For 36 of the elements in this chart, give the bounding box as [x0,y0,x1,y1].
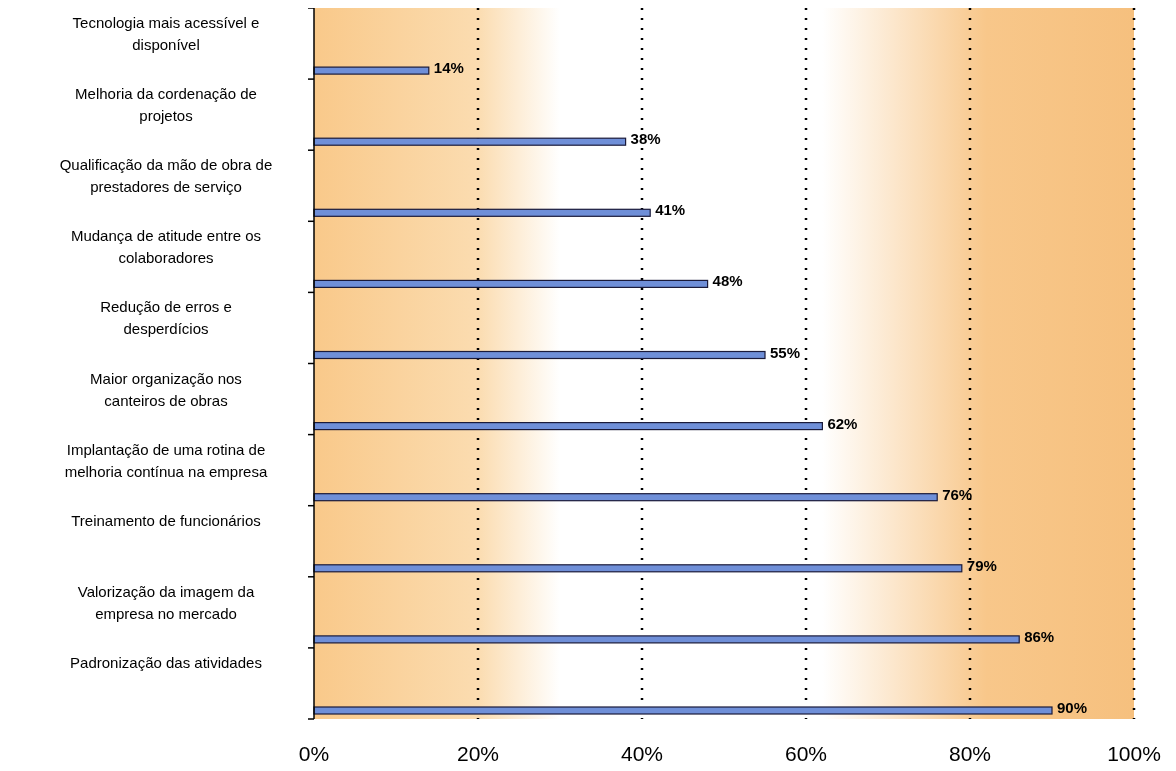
x-tick-label: 60% [784,742,828,765]
bar [313,350,766,360]
y-tick-label: Treinamento de funcionários [71,511,261,529]
bar [313,137,627,146]
y-tick-label: Mudança de atitude entre os colaboradores [70,227,262,267]
data-label: 79% [966,556,997,574]
y-tick-label: Padronização das atividades [70,653,262,671]
bar [313,493,938,502]
data-label: 90% [1057,699,1088,716]
bar [313,208,651,217]
data-label: 14% [433,59,464,77]
data-label: 55% [770,343,801,361]
x-tick-label: 100% [1107,742,1161,765]
y-tick-label: Melhoria da cordenação de projetos [75,85,257,125]
x-tick-label: 0% [298,742,330,765]
y-tick-label: Valorização da imagem da empresa no mercado [77,582,255,622]
data-label: 86% [1024,627,1055,645]
y-tick-label: Implantação de uma rotina de melhoria contínua na empresa [64,440,268,480]
data-label: 38% [630,130,661,148]
y-tick-label: Tecnologia mais acessível e disponível [72,14,260,53]
data-label: 62% [827,414,858,432]
bar [313,422,823,431]
bar [313,279,709,288]
y-tick-label: Redução de erros e desperdícios [100,298,232,338]
bar [313,564,963,573]
x-tick-label: 40% [620,742,664,765]
y-tick-label: Qualificação da mão de obra de prestadores de serviço [59,156,273,196]
y-tick-label: Maior organização nos canteiros de obras [90,369,242,409]
data-label: 48% [712,272,743,290]
x-tick-label: 80% [948,742,992,765]
data-label: 76% [942,485,973,503]
bar [313,635,1020,644]
data-label: 41% [655,201,686,219]
bar [313,66,430,75]
bar [313,706,1053,715]
x-tick-label: 20% [456,742,500,765]
